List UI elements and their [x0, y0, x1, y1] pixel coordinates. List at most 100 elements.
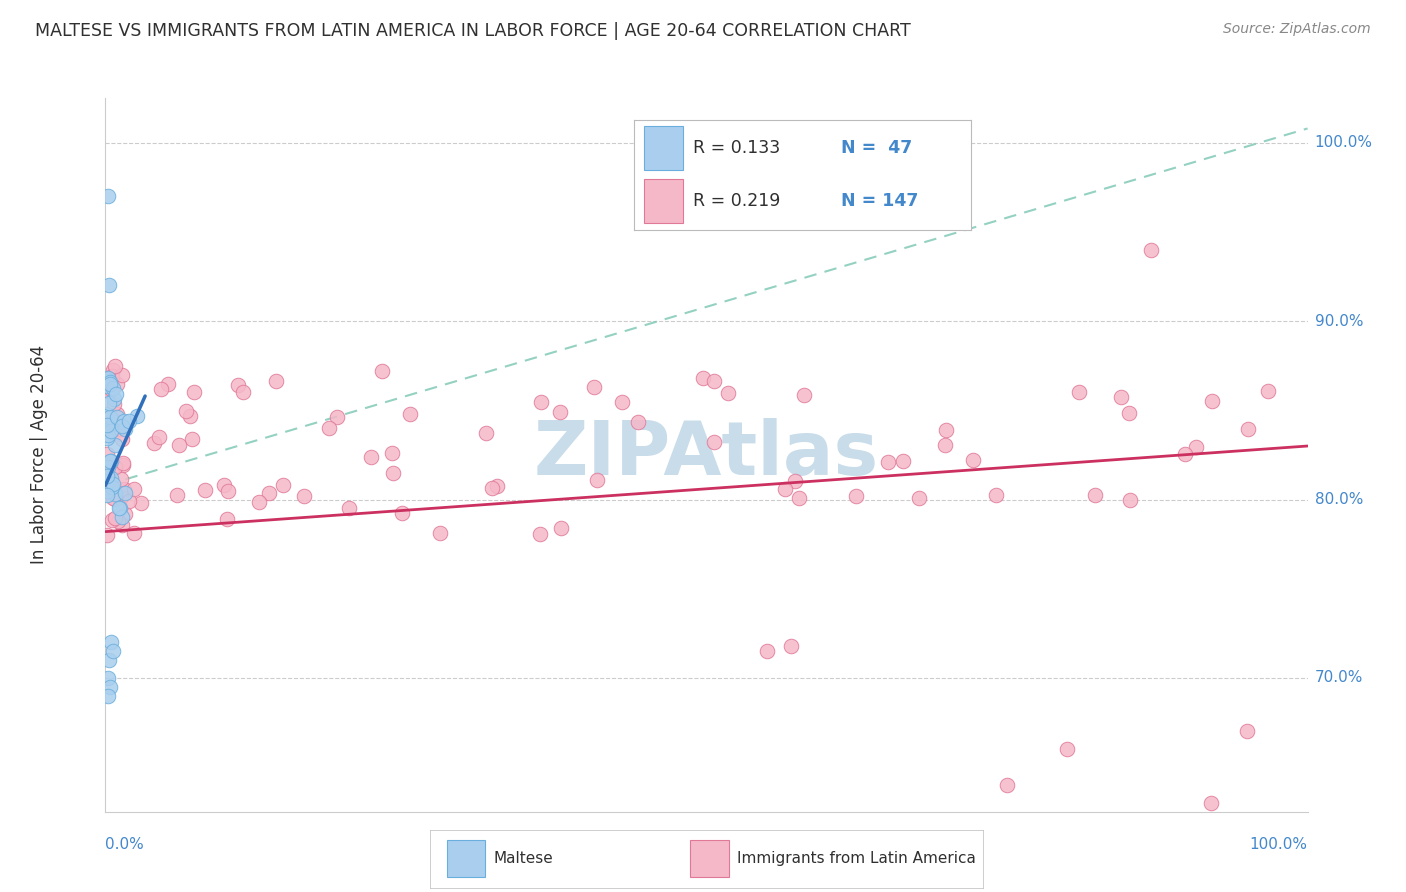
Point: [1056, 742, 1078, 756]
Point: [755, 644, 778, 658]
Point: [103, 397, 125, 411]
Point: [111, 432, 134, 446]
Point: [271, 477, 294, 491]
Point: [877, 455, 900, 469]
Point: [97, 460, 120, 475]
Point: [122, 525, 145, 540]
Point: [318, 420, 340, 434]
Point: [117, 494, 139, 508]
Point: [783, 474, 806, 488]
Point: [111, 419, 134, 434]
Point: [105, 415, 128, 429]
Point: [96, 374, 118, 388]
Point: [100, 471, 122, 485]
Point: [326, 410, 349, 425]
Point: [101, 513, 124, 527]
Point: [101, 462, 124, 476]
Point: [1201, 796, 1223, 810]
Point: [96, 484, 118, 499]
Point: [96, 469, 118, 483]
Point: [1118, 493, 1140, 508]
Point: [935, 423, 957, 437]
Text: 80.0%: 80.0%: [1315, 492, 1362, 507]
Point: [217, 484, 239, 499]
Point: [174, 404, 197, 418]
Point: [97, 189, 120, 203]
Point: [716, 386, 738, 401]
Point: [111, 509, 134, 524]
Point: [101, 644, 124, 658]
Point: [1084, 488, 1107, 502]
Point: [101, 480, 124, 494]
Point: [703, 434, 725, 449]
Point: [1069, 385, 1091, 400]
Point: [100, 424, 122, 438]
Point: [96, 417, 118, 432]
Point: [292, 489, 315, 503]
Point: [96, 447, 118, 461]
Point: [96, 374, 118, 388]
Point: [104, 459, 127, 474]
Point: [1236, 724, 1258, 739]
Point: [179, 409, 201, 423]
Point: [104, 491, 127, 506]
Point: [97, 689, 120, 703]
Point: [550, 520, 572, 534]
Point: [360, 450, 382, 465]
Text: R = 0.133: R = 0.133: [693, 139, 780, 157]
Point: [100, 409, 122, 424]
Point: [96, 379, 118, 393]
Point: [97, 671, 120, 685]
Text: R = 0.219: R = 0.219: [693, 193, 780, 211]
Point: [94, 372, 117, 386]
Point: [337, 501, 360, 516]
Text: N = 147: N = 147: [841, 193, 918, 211]
Point: [97, 384, 120, 399]
Point: [96, 479, 118, 493]
Point: [107, 514, 129, 528]
Bar: [644, 179, 683, 224]
Point: [703, 374, 725, 388]
Point: [429, 525, 451, 540]
Point: [98, 410, 121, 425]
Point: [100, 377, 122, 392]
Point: [105, 387, 128, 401]
Point: [108, 422, 131, 436]
Point: [105, 407, 128, 421]
Point: [150, 382, 173, 396]
Point: [98, 278, 121, 293]
Bar: [690, 840, 728, 877]
Point: [627, 415, 650, 429]
Point: [94, 407, 117, 421]
Point: [96, 488, 118, 502]
Point: [370, 364, 392, 378]
Point: [97, 474, 120, 488]
Point: [486, 479, 509, 493]
Text: In Labor Force | Age 20-64: In Labor Force | Age 20-64: [31, 345, 48, 565]
Point: [96, 468, 118, 483]
Point: [247, 495, 270, 509]
Point: [995, 778, 1018, 792]
Text: Immigrants from Latin America: Immigrants from Latin America: [737, 851, 976, 866]
Point: [104, 511, 127, 525]
Point: [908, 491, 931, 506]
Point: [104, 359, 127, 373]
Text: 70.0%: 70.0%: [1315, 671, 1362, 685]
Point: [98, 395, 121, 409]
Point: [112, 414, 135, 428]
Point: [124, 482, 146, 496]
Point: [112, 456, 135, 470]
Point: [100, 635, 122, 649]
Point: [110, 472, 132, 486]
Point: [114, 485, 136, 500]
Point: [114, 507, 136, 521]
Text: MALTESE VS IMMIGRANTS FROM LATIN AMERICA IN LABOR FORCE | AGE 20-64 CORRELATION : MALTESE VS IMMIGRANTS FROM LATIN AMERICA…: [35, 22, 911, 40]
Point: [180, 432, 202, 446]
Point: [381, 445, 404, 459]
Point: [845, 489, 868, 503]
Point: [582, 380, 605, 394]
Point: [118, 414, 141, 428]
Point: [97, 371, 120, 385]
Point: [962, 453, 984, 467]
Point: [148, 430, 170, 444]
